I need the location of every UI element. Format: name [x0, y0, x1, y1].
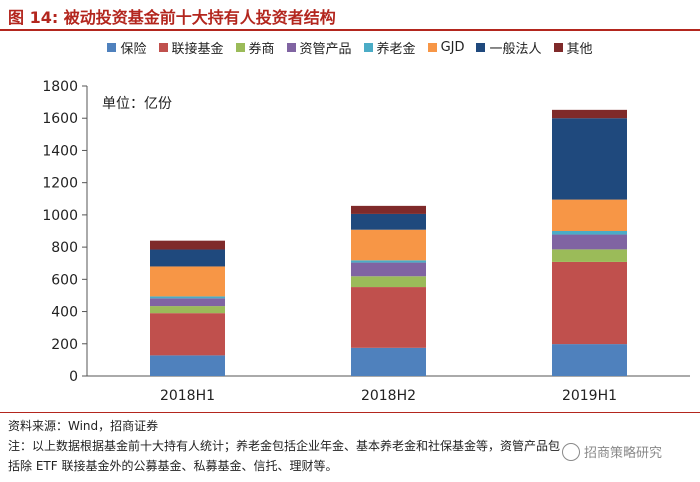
legend-swatch [363, 43, 373, 52]
bar-segment [351, 229, 426, 261]
y-tick-label: 1400 [42, 143, 78, 159]
legend-label: 联接基金 [171, 42, 224, 57]
legend-item: 养老金 [363, 38, 416, 57]
legend-label: 资管产品 [299, 42, 352, 57]
watermark: 招商策略研究 [561, 442, 662, 461]
bar-segment [150, 313, 225, 356]
legend-item: 券商 [235, 38, 275, 57]
bar-segment [150, 296, 225, 299]
legend-swatch [158, 43, 168, 52]
y-tick-label: 1800 [42, 79, 78, 95]
legend-swatch [107, 43, 117, 52]
legend-swatch [427, 43, 437, 52]
x-tick-label: 2018H2 [361, 388, 416, 404]
legend-swatch [286, 43, 296, 52]
figure-title: 图 14: 被动投资基金前十大持有人投资者结构 [8, 8, 336, 27]
legend-label: 其他 [566, 42, 593, 57]
bar-segment [552, 344, 627, 376]
bar-segment [150, 306, 225, 314]
y-tick-label: 1600 [42, 111, 78, 127]
legend-item: 一般法人 [476, 38, 542, 57]
bar-segment [150, 355, 225, 376]
bar-segment [351, 262, 426, 277]
bar-segment [552, 261, 627, 345]
x-tick-label: 2019H1 [562, 388, 617, 404]
bar-segment [150, 266, 225, 297]
bar-segment [552, 118, 627, 200]
legend-label: 保险 [120, 42, 147, 57]
footer-rule [0, 412, 700, 413]
y-tick-label: 1200 [42, 176, 78, 192]
bar-segment [552, 199, 627, 231]
footnote: 注：以上数据根据基金前十大持有人统计；养老金包括企业年金、基本养老金和社保基金等… [8, 439, 561, 473]
bar-segment [351, 260, 426, 263]
chart-legend: 保险 联接基金 券商 资管产品 养老金 GJD 一般法人 其他 [0, 38, 700, 57]
bar-segment [351, 205, 426, 214]
legend-label: 养老金 [376, 42, 416, 57]
stacked-bar-chart: 0 200 400 600 800 1000 1200 1400 1600 1800 单位：亿份 20… [42, 79, 690, 404]
y-tick-label: 600 [51, 272, 78, 288]
legend-swatch [235, 43, 245, 52]
legend-item: GJD [427, 38, 465, 57]
watermark-text: 招商策略研究 [583, 446, 662, 461]
y-tick-label: 400 [51, 305, 78, 321]
y-tick-label: 800 [51, 240, 78, 256]
bar-segment [351, 213, 426, 230]
legend-swatch [476, 43, 486, 52]
legend-swatch [553, 43, 563, 52]
legend-item: 联接基金 [158, 38, 224, 57]
bar-segment [351, 347, 426, 376]
bar-segment [351, 276, 426, 288]
legend-label: 券商 [248, 42, 275, 57]
bar-segment [552, 231, 627, 235]
bar-segment [552, 109, 627, 119]
wechat-icon [561, 442, 580, 461]
bar-segment [351, 287, 426, 348]
title-rule [0, 29, 700, 31]
legend-item: 资管产品 [286, 38, 352, 57]
legend-label: 一般法人 [489, 42, 542, 57]
unit-label: 单位：亿份 [102, 96, 172, 112]
x-tick-label: 2018H1 [160, 388, 215, 404]
y-tick-label: 200 [51, 337, 78, 353]
legend-item: 保险 [107, 38, 147, 57]
bar-segment [150, 249, 225, 267]
bar-segment [150, 240, 225, 250]
legend-item: 其他 [553, 38, 593, 57]
y-tick-label: 1000 [42, 208, 78, 224]
y-tick-label: 0 [69, 369, 78, 385]
bar-segment [150, 298, 225, 307]
bar-segment [552, 234, 627, 250]
legend-label: GJD [440, 40, 465, 55]
bar-segment [552, 249, 627, 262]
source-note: 资料来源：Wind，招商证券 [8, 419, 159, 433]
